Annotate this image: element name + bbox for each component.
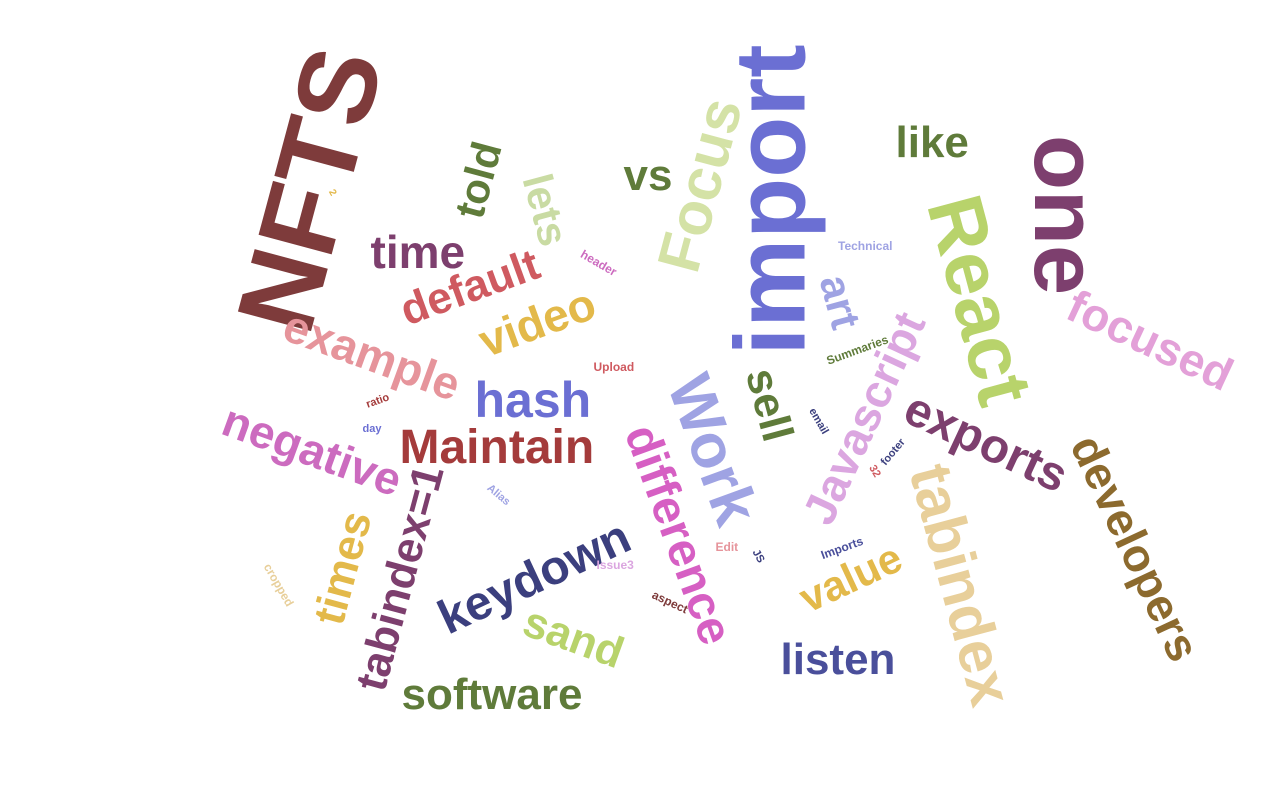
word-36: ratio [364,390,392,411]
word-37: day [362,422,382,435]
word-17: sell [735,363,802,447]
word-21: focused [1059,279,1242,401]
word-13: hash [474,372,592,428]
word-45: Issue3 [596,558,634,572]
word-39: footer [878,435,908,468]
word-9: time [370,226,466,278]
word-32: Technical [838,239,893,253]
word-43: JS [749,546,767,565]
word-6: vs [623,151,673,200]
word-29: software [401,670,583,719]
word-5: like [895,118,969,167]
word-38: email [806,405,831,436]
word-15: negative [215,393,409,507]
word-3: one [1015,134,1116,296]
word-47: cropped [260,560,297,610]
word-22: developers [1060,426,1210,670]
word-30: listen [780,635,896,684]
word-1: import [714,44,827,356]
word-35: header [577,247,619,279]
word-41: Alias [484,481,513,508]
word-0: NFTS [213,35,407,345]
word-7: told [444,136,511,224]
word-8: lets [513,168,578,251]
word-23: tabindex [896,457,1025,713]
word-42: Edit [715,540,739,554]
word-28: sand [516,596,630,679]
word-14: Maintain [399,421,595,474]
word-34: Upload [593,360,635,374]
